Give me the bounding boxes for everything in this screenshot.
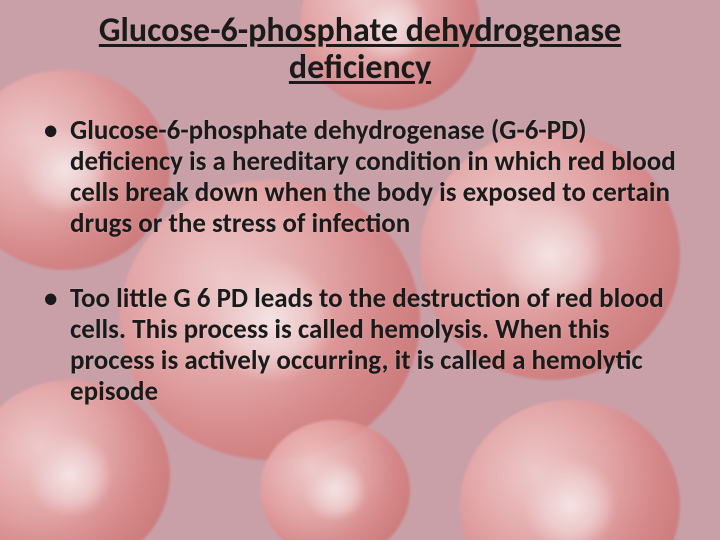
slide-content: Glucose-6-phosphate dehydrogenase defici… xyxy=(0,0,720,540)
bullet-text: Too little G 6 PD leads to the destructi… xyxy=(70,282,664,408)
list-item: Glucose-6-phosphate dehydrogenase (G-6-P… xyxy=(40,115,686,239)
bullet-text: Glucose-6-phosphate dehydrogenase (G-6-P… xyxy=(70,114,676,240)
bullet-list: Glucose-6-phosphate dehydrogenase (G-6-P… xyxy=(34,115,686,407)
bullet-spacer xyxy=(40,239,686,283)
slide-title: Glucose-6-phosphate dehydrogenase defici… xyxy=(34,12,686,87)
list-item: Too little G 6 PD leads to the destructi… xyxy=(40,283,686,407)
